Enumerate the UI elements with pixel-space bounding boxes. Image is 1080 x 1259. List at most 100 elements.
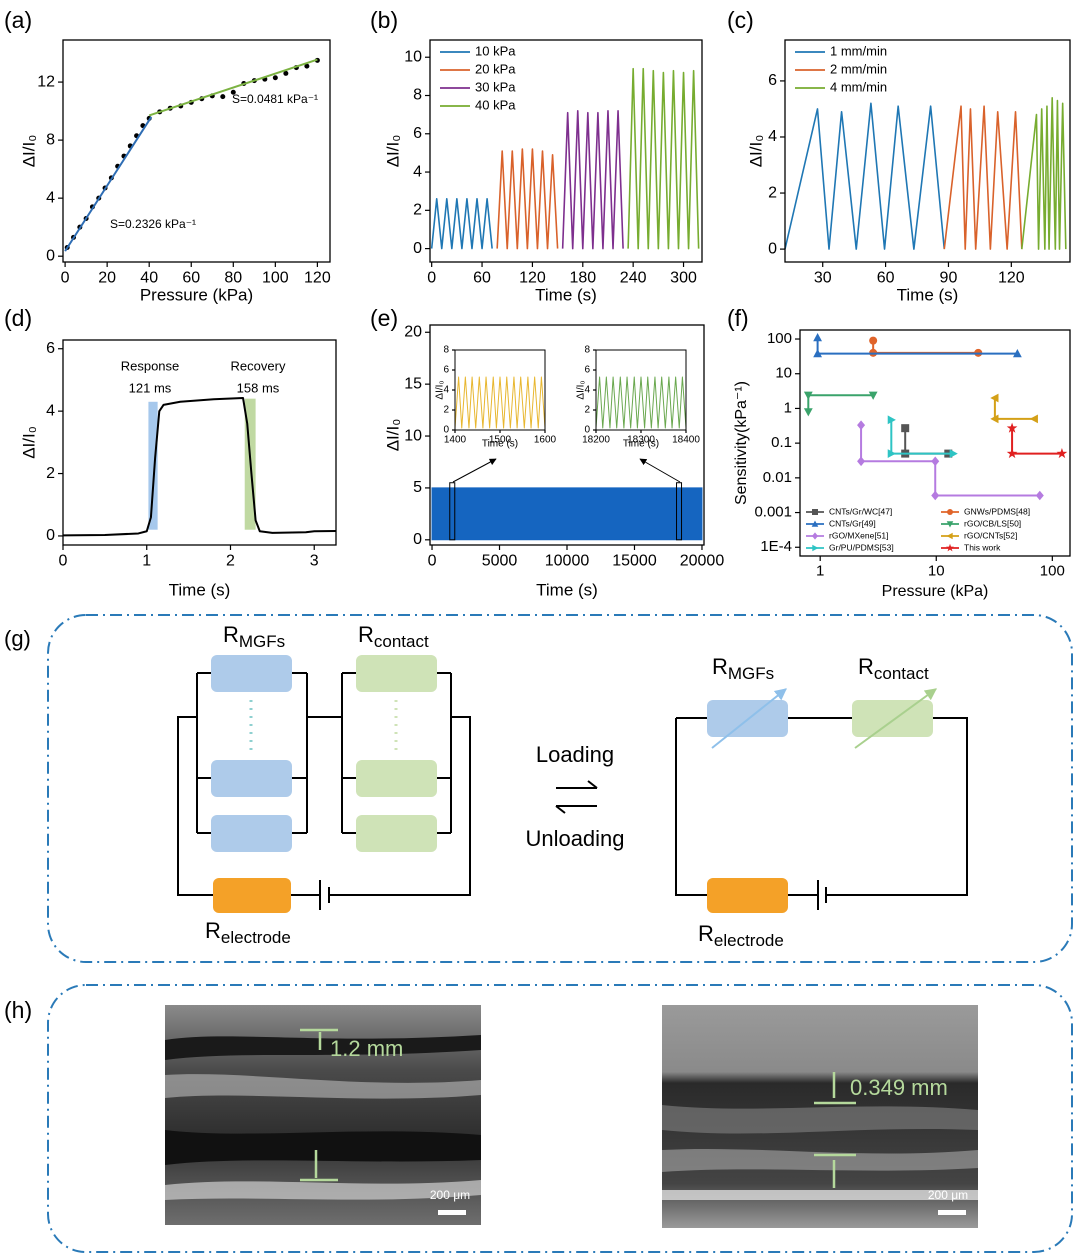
y-tick-label: 12 xyxy=(37,73,55,90)
plot-frame xyxy=(62,339,337,546)
x-tick-label: 0 xyxy=(59,552,68,569)
x-tick-label: 15000 xyxy=(612,552,657,569)
zoom-arrow xyxy=(452,458,497,483)
thickness-label: 0.349 mm xyxy=(850,1075,948,1100)
x-tick-label: 120 xyxy=(519,269,546,286)
resistor-label: RMGFs xyxy=(712,654,774,684)
y-axis-label: ΔI/I₀ xyxy=(746,135,765,168)
legend-marker xyxy=(947,509,953,515)
y-tick-label: 4 xyxy=(46,189,55,206)
series-line xyxy=(430,198,493,250)
resistor-symbol: R xyxy=(858,654,874,679)
y-axis-label: ΔI/I₀ xyxy=(19,135,38,168)
resistor-subscript: MGFs xyxy=(239,632,285,651)
panel-label: (g) xyxy=(4,626,31,651)
series-line xyxy=(62,397,337,537)
y-tick-label: 4 xyxy=(46,402,55,419)
resistors-right xyxy=(707,688,937,913)
zoom-box xyxy=(449,482,456,541)
marker xyxy=(901,424,910,433)
x-tick-label: 0 xyxy=(428,552,437,569)
y-tick-label: 0 xyxy=(46,247,55,264)
y-tick-label: 4 xyxy=(443,385,449,396)
panel-label: (e) xyxy=(370,305,398,331)
resistor-label: RMGFs xyxy=(223,622,285,652)
legend-label: CNTs/Gr/WC[47] xyxy=(829,506,892,516)
series-line xyxy=(904,428,949,455)
y-tick-label: 6 xyxy=(768,72,777,89)
resistor-label: Relectrode xyxy=(698,921,784,951)
marker xyxy=(990,393,999,403)
plot-frame xyxy=(784,39,1071,263)
resistor-label: Rcontact xyxy=(858,654,929,684)
panel-label: (c) xyxy=(727,7,754,33)
y-tick-label: 2 xyxy=(768,184,777,201)
y-tick-label: 0.001 xyxy=(754,504,792,521)
legend-marker xyxy=(812,544,819,552)
legend-label: CNTs/Gr[49] xyxy=(829,518,876,528)
x-tick-label: 60 xyxy=(877,269,895,286)
x-tick-label: 1400 xyxy=(444,435,467,446)
y-tick-label: 10 xyxy=(404,48,422,65)
series-line xyxy=(943,105,1023,250)
x-axis-label: Time (s) xyxy=(482,439,518,450)
legend-marker xyxy=(946,543,954,552)
marker xyxy=(813,332,823,342)
x-tick-label: 18200 xyxy=(582,435,610,446)
legend-label: 4 mm/min xyxy=(830,79,887,94)
y-tick-label: 8 xyxy=(46,131,55,148)
legend-marker xyxy=(812,532,818,540)
y-tick-label: 100 xyxy=(767,330,792,347)
y-axis-label: ΔI/I₀ xyxy=(383,135,402,168)
x-axis-label: Time (s) xyxy=(897,285,959,304)
x-axis-label: Time (s) xyxy=(535,285,597,304)
resistor-symbol: R xyxy=(712,654,728,679)
marker xyxy=(1006,447,1018,459)
x-tick-label: 10000 xyxy=(545,552,590,569)
y-tick-label: 6 xyxy=(413,125,422,142)
x-tick-label: 1 xyxy=(142,552,151,569)
x-tick-label: 18400 xyxy=(672,435,700,446)
x-tick-label: 40 xyxy=(140,269,158,286)
y-tick-label: 0 xyxy=(46,527,55,544)
legend-label: Gr/PU/PDMS[53] xyxy=(829,542,894,552)
legend-label: rGO/MXene[51] xyxy=(829,530,889,540)
series-line xyxy=(890,419,954,455)
x-tick-label: 300 xyxy=(670,269,697,286)
y-tick-label: 8 xyxy=(584,345,590,356)
marker xyxy=(1006,422,1018,433)
y-tick-label: 5 xyxy=(413,479,422,496)
y-axis-label: ΔI/I₀ xyxy=(576,380,587,399)
x-tick-label: 0 xyxy=(61,269,70,286)
y-axis-label: Sensitivity(kPa⁻¹) xyxy=(733,381,750,505)
x-tick-label: 100 xyxy=(262,269,289,286)
y-tick-label: 1 xyxy=(784,399,792,416)
annotation: Recovery xyxy=(231,358,286,373)
legend-label: 40 kPa xyxy=(475,97,516,112)
y-tick-label: 15 xyxy=(404,375,422,392)
resistor-label: Rcontact xyxy=(358,622,429,652)
sem-panel: (h) 1.2 mm 200 μm 0.349 mm 200 μm xyxy=(4,984,1073,1253)
y-tick-label: 2 xyxy=(46,465,55,482)
y-tick-label: 10 xyxy=(775,365,792,382)
resistor-subscript: electrode xyxy=(714,931,784,950)
panel-label: (d) xyxy=(4,305,32,331)
x-tick-label: 180 xyxy=(569,269,596,286)
panel-label: (b) xyxy=(370,7,398,33)
y-tick-label: 2 xyxy=(443,405,449,416)
series-line xyxy=(872,340,979,354)
x-tick-label: 240 xyxy=(620,269,647,286)
zoom-arrow xyxy=(639,458,681,483)
y-tick-label: 20 xyxy=(404,323,422,340)
marker xyxy=(931,490,940,501)
series-line xyxy=(496,148,559,250)
resistor-symbol: R xyxy=(223,622,239,647)
legend-marker xyxy=(946,532,953,540)
panel-frame xyxy=(47,984,1073,1253)
marker xyxy=(813,349,823,358)
series-line xyxy=(627,67,700,250)
legend-label: GNWs/PDMS[48] xyxy=(964,506,1030,516)
x-tick-label: 1600 xyxy=(534,435,557,446)
x-tick-label: 3 xyxy=(310,552,319,569)
